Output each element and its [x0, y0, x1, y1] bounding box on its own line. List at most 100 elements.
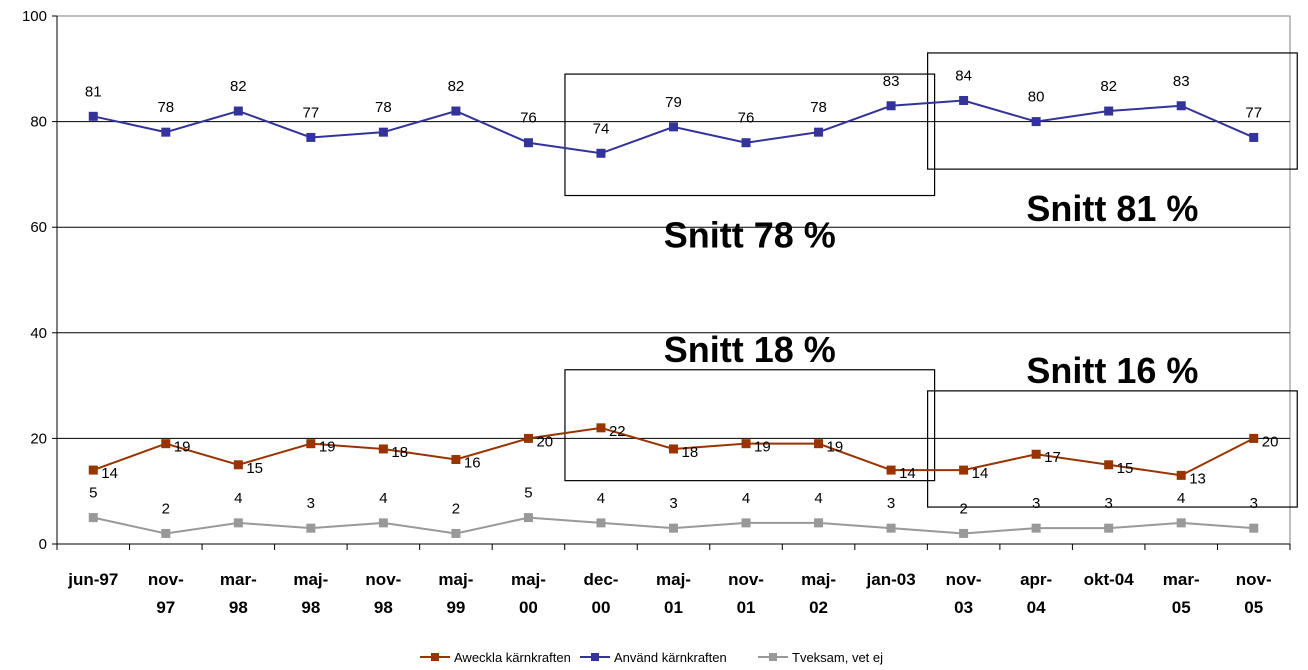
x-tick-label: maj- — [801, 570, 836, 589]
data-point — [1249, 433, 1259, 443]
legend-swatch-marker — [769, 653, 777, 661]
legend-label: Tveksam, vet ej — [792, 650, 883, 665]
data-point — [741, 138, 751, 148]
data-point — [596, 148, 606, 158]
data-label: 15 — [1117, 460, 1134, 477]
x-tick-label: 05 — [1172, 598, 1191, 617]
annotation-box — [927, 390, 1298, 508]
data-point — [161, 528, 171, 538]
data-label: 76 — [738, 110, 755, 127]
data-label: 4 — [379, 490, 387, 507]
data-point — [1176, 518, 1186, 528]
data-point — [306, 523, 316, 533]
x-tick-label: dec- — [583, 570, 618, 589]
data-label: 82 — [230, 78, 247, 95]
data-point — [523, 513, 533, 523]
data-label: 5 — [89, 485, 97, 502]
data-label: 3 — [307, 495, 315, 512]
x-tick-label: okt-04 — [1084, 570, 1135, 589]
data-label: 19 — [754, 439, 771, 456]
data-label: 19 — [174, 439, 191, 456]
data-label: 3 — [887, 495, 895, 512]
y-tick-label: 20 — [30, 430, 47, 447]
data-point — [959, 528, 969, 538]
x-tick-label: 99 — [446, 598, 465, 617]
data-label: 14 — [101, 465, 118, 482]
data-label: 4 — [814, 490, 822, 507]
data-label: 18 — [682, 444, 699, 461]
x-tick-label: 98 — [374, 598, 393, 617]
x-tick-label: 04 — [1027, 598, 1046, 617]
data-point — [451, 455, 461, 465]
data-point — [814, 518, 824, 528]
data-point — [88, 465, 98, 475]
data-label: 20 — [1262, 433, 1279, 450]
data-point — [886, 465, 896, 475]
data-point — [451, 528, 461, 538]
data-point — [1249, 132, 1259, 142]
plot-area — [56, 15, 1291, 545]
data-label: 4 — [234, 490, 242, 507]
x-tick-label: nov- — [1236, 570, 1272, 589]
data-label: 82 — [448, 78, 465, 95]
data-point — [886, 523, 896, 533]
data-point — [161, 439, 171, 449]
data-label: 22 — [609, 423, 626, 440]
data-point — [669, 523, 678, 533]
data-label: 79 — [665, 94, 682, 111]
data-point — [1176, 101, 1186, 111]
x-tick-label: 01 — [664, 598, 683, 617]
x-tick-label: nov- — [946, 570, 982, 589]
data-point — [88, 111, 98, 121]
data-label: 3 — [669, 495, 677, 512]
data-label: 4 — [1177, 490, 1185, 507]
data-label: 19 — [827, 439, 844, 456]
data-label: 82 — [1100, 78, 1117, 95]
data-point — [233, 460, 243, 470]
callouts: Snitt 78 % Snitt 81 % Snitt 18 % Snitt 16 % — [664, 188, 1199, 391]
data-label: 16 — [464, 455, 481, 472]
data-label: 14 — [972, 465, 989, 482]
data-point — [886, 101, 896, 111]
legend: Aweckla kärnkraften Använd kärnkraften Tve… — [420, 650, 883, 665]
x-tick-label: maj- — [293, 570, 328, 589]
x-tick-label: mar- — [220, 570, 257, 589]
legend-swatch-marker — [591, 653, 599, 661]
callout-label: Snitt 78 % — [664, 215, 836, 256]
data-point — [741, 439, 751, 449]
data-label: 20 — [536, 433, 553, 450]
data-label: 83 — [1173, 73, 1190, 90]
data-label: 84 — [955, 67, 972, 84]
data-point — [669, 122, 678, 132]
data-point — [1176, 470, 1186, 480]
y-tick-label: 40 — [30, 325, 47, 342]
y-tick-label: 100 — [22, 8, 47, 25]
x-tick-label: nov- — [728, 570, 764, 589]
data-label: 15 — [246, 460, 263, 477]
gridlines — [57, 121, 1290, 439]
data-label: 80 — [1028, 89, 1045, 106]
data-point — [1249, 523, 1259, 533]
x-tick-label: 01 — [737, 598, 756, 617]
data-label: 13 — [1189, 470, 1206, 487]
callout-label: Snitt 18 % — [664, 329, 836, 370]
data-label: 4 — [742, 490, 750, 507]
data-point — [814, 127, 824, 137]
data-point — [669, 444, 678, 454]
data-label: 3 — [1250, 495, 1258, 512]
data-label: 17 — [1044, 449, 1061, 466]
data-point — [306, 132, 316, 142]
data-label: 76 — [520, 110, 537, 127]
y-tick-label: 80 — [30, 114, 47, 131]
x-tick-label: nov- — [365, 570, 401, 589]
data-point — [378, 444, 388, 454]
data-point — [596, 518, 606, 528]
x-tick-label: 00 — [592, 598, 611, 617]
data-label: 19 — [319, 439, 336, 456]
data-label: 77 — [303, 104, 320, 121]
data-label: 14 — [899, 465, 916, 482]
callout-label: Snitt 16 % — [1026, 350, 1198, 391]
data-label: 78 — [810, 99, 827, 116]
data-point — [814, 439, 824, 449]
